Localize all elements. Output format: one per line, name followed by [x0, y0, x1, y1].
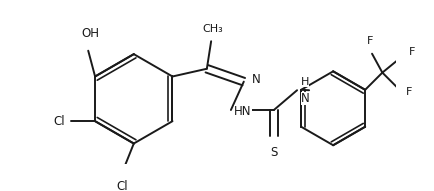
Text: OH: OH [81, 27, 99, 40]
Text: Cl: Cl [116, 180, 127, 191]
Text: N: N [251, 73, 260, 86]
Text: F: F [408, 47, 414, 57]
Text: CH₃: CH₃ [202, 23, 223, 33]
Text: F: F [404, 87, 411, 96]
Text: N: N [300, 92, 309, 105]
Text: HN: HN [234, 105, 251, 118]
Text: S: S [270, 146, 277, 159]
Text: F: F [366, 36, 373, 46]
Text: H: H [300, 77, 308, 87]
Text: Cl: Cl [53, 115, 65, 128]
